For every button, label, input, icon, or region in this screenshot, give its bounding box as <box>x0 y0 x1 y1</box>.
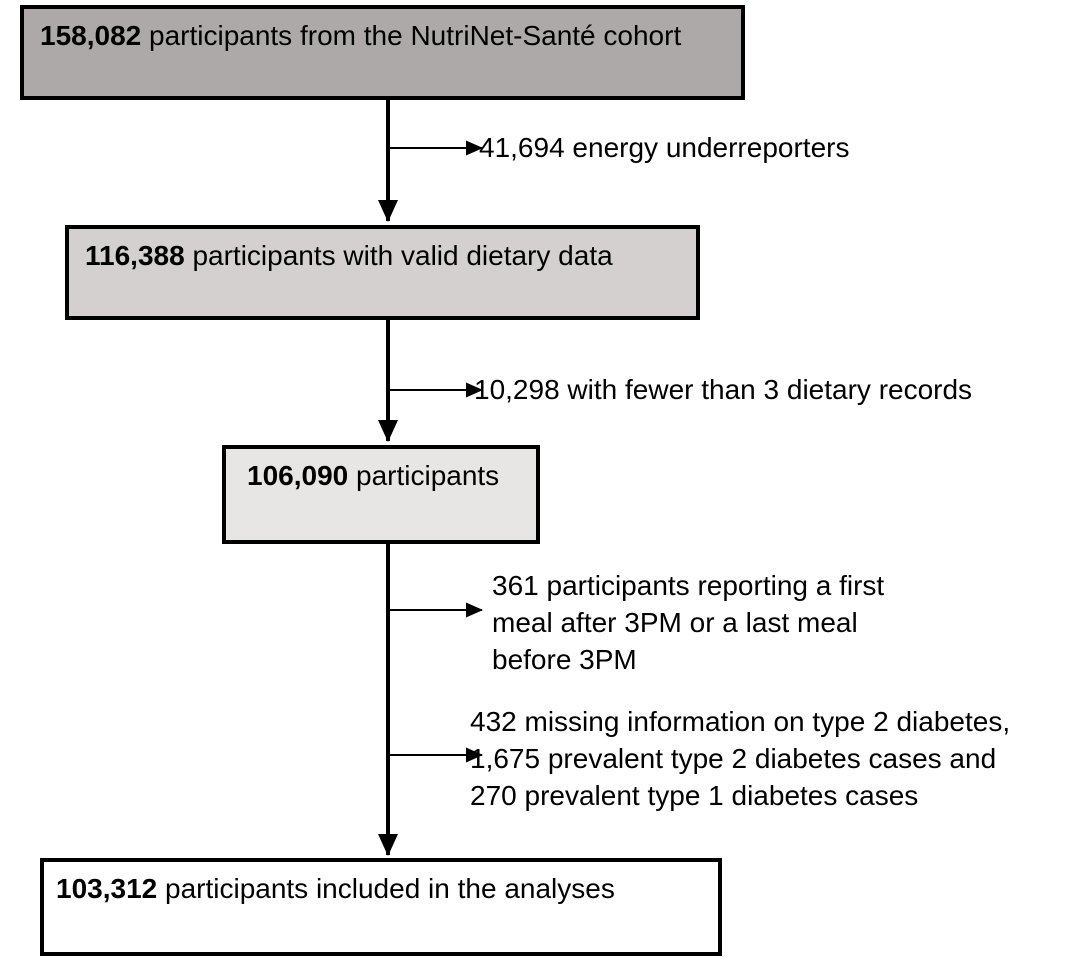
flow-box-cohort: 158,082 participants from the NutriNet-S… <box>20 5 745 100</box>
flow-box-included-analyses: 103,312 participants included in the ana… <box>40 858 722 956</box>
exclusion-label-meal-times: 361 participants reporting a first meal … <box>492 570 885 675</box>
flow-box-included-analyses-label: participants included in the analyses <box>165 873 615 904</box>
flow-box-cohort-count: 158,082 <box>40 20 142 51</box>
exclusion-label-few-dietary-records: 10,298 with fewer than 3 dietary records <box>474 374 973 405</box>
exclusion-label-energy-underreporters: 41,694 energy underreporters <box>479 132 850 163</box>
flow-box-valid-dietary-data-label: participants with valid dietary data <box>192 240 613 271</box>
flow-box-cohort-label: participants from the NutriNet-Santé coh… <box>149 20 682 51</box>
flow-box-valid-dietary-data: 116,388 participants with valid dietary … <box>65 225 700 320</box>
exclusion-label-diabetes-cases: 432 missing information on type 2 diabet… <box>470 706 1011 811</box>
flow-box-valid-dietary-data-count: 116,388 <box>85 240 185 271</box>
flow-box-dietary-records: 106,090 participants <box>222 445 540 544</box>
flow-box-dietary-records-label: participants <box>356 460 500 491</box>
flow-box-included-analyses-count: 103,312 <box>56 873 158 904</box>
flow-box-dietary-records-count: 106,090 <box>247 460 349 491</box>
